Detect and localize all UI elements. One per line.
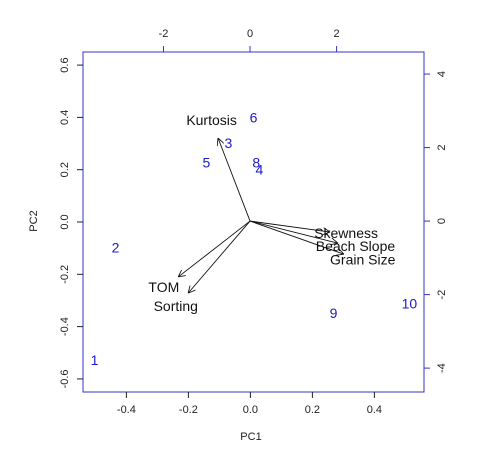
- observation: 5: [202, 155, 210, 171]
- loading-arrow: [249, 220, 338, 243]
- y2-tick-label: 4: [436, 71, 448, 77]
- observation: 3: [224, 135, 232, 151]
- observation: 1: [91, 352, 99, 368]
- y2-tick-label: 0: [436, 218, 448, 224]
- y-tick-label: 0.2: [59, 162, 71, 177]
- loading-arrow: [178, 220, 251, 277]
- observation: 4: [255, 162, 263, 178]
- loading-label: TOM: [148, 279, 179, 295]
- x-axis-label: PC1: [240, 431, 261, 443]
- y-axis-label: PC2: [28, 210, 40, 231]
- y2-tick-label: -4: [436, 363, 448, 373]
- y-tick-label: 0.4: [59, 110, 71, 125]
- x2-tick-label: 0: [247, 28, 253, 40]
- x2-tick-label: -2: [159, 28, 169, 40]
- observation: 10: [402, 296, 418, 312]
- x-tick-label: -0.4: [117, 404, 136, 416]
- x2-tick-label: 2: [334, 28, 340, 40]
- y2-tick-label: -2: [436, 290, 448, 300]
- y2-tick-label: 2: [436, 145, 448, 151]
- x-tick-label: 0.0: [243, 404, 258, 416]
- loading-arrow: [218, 138, 251, 222]
- y-tick-label: 0.0: [59, 214, 71, 229]
- y-tick-label: -0.6: [59, 369, 71, 388]
- x-tick-label: 0.4: [367, 404, 382, 416]
- y-tick-label: -0.4: [59, 317, 71, 336]
- observation: 8: [252, 155, 260, 171]
- observation: 6: [250, 110, 258, 126]
- observation: 9: [330, 305, 338, 321]
- loading-label: Grain Size: [330, 251, 396, 267]
- y-tick-label: 0.6: [59, 57, 71, 72]
- loading-arrow: [249, 220, 330, 232]
- observation: 2: [112, 240, 120, 256]
- y-tick-label: -0.2: [59, 265, 71, 284]
- loading-label: Beach Slope: [316, 238, 396, 254]
- loading-label: Sorting: [154, 298, 198, 314]
- loading-arrow: [249, 220, 344, 254]
- loading-label: Kurtosis: [186, 112, 237, 128]
- x-tick-label: 0.2: [305, 404, 320, 416]
- loading-arrow: [188, 220, 251, 293]
- loading-label: Skewness: [314, 225, 378, 241]
- x-tick-label: -0.2: [179, 404, 198, 416]
